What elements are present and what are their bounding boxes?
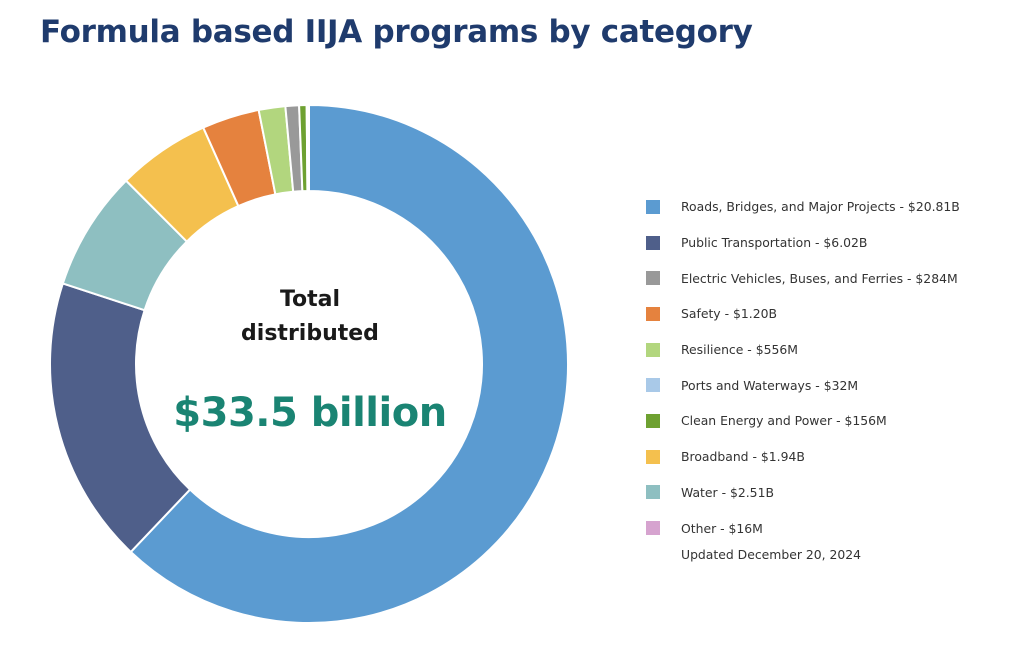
center-label-total: Total [279, 287, 341, 312]
donut-slice-roads-bridges-and-major-projects [129, 103, 569, 624]
legend-swatch [646, 271, 660, 286]
legend-label: Roads, Bridges, and Major Projects - $20… [681, 199, 960, 215]
legend-item: Electric Vehicles, Buses, and Ferries - … [646, 260, 960, 296]
chart-legend: Roads, Bridges, and Major Projects - $20… [646, 189, 960, 546]
center-total-value: $33.5 billion [173, 390, 447, 436]
legend-item: Roads, Bridges, and Major Projects - $20… [646, 189, 960, 225]
legend-label: Electric Vehicles, Buses, and Ferries - … [681, 270, 958, 286]
legend-label: Safety - $1.20B [681, 306, 777, 322]
legend-item: Resilience - $556M [646, 332, 960, 368]
center-label-distributed: distributed [241, 321, 379, 346]
legend-item: Public Transportation - $6.02B [646, 225, 960, 261]
legend-label: Clean Energy and Power - $156M [681, 413, 887, 429]
legend-label: Water - $2.51B [681, 484, 774, 500]
legend-item: Water - $2.51B [646, 475, 960, 511]
legend-swatch [646, 342, 660, 357]
legend-swatch [646, 413, 660, 428]
legend-swatch [646, 485, 660, 500]
donut-slice-other [307, 103, 310, 193]
updated-date: Updated December 20, 2024 [681, 547, 862, 562]
legend-swatch [646, 306, 660, 321]
legend-item: Other - $16M [646, 510, 960, 546]
legend-item: Clean Energy and Power - $156M [646, 403, 960, 439]
chart-title: Formula based IIJA programs by category [40, 14, 753, 50]
legend-swatch [646, 449, 660, 464]
legend-item: Safety - $1.20B [646, 296, 960, 332]
legend-label: Other - $16M [681, 520, 763, 536]
legend-swatch [646, 235, 660, 250]
legend-label: Resilience - $556M [681, 342, 798, 358]
legend-swatch [646, 378, 660, 393]
legend-label: Broadband - $1.94B [681, 449, 805, 465]
donut-chart [49, 103, 569, 624]
legend-label: Ports and Waterways - $32M [681, 377, 859, 393]
legend-label: Public Transportation - $6.02B [681, 235, 868, 251]
legend-swatch [646, 199, 660, 214]
legend-item: Ports and Waterways - $32M [646, 367, 960, 403]
legend-swatch [646, 521, 660, 536]
legend-item: Broadband - $1.94B [646, 439, 960, 475]
